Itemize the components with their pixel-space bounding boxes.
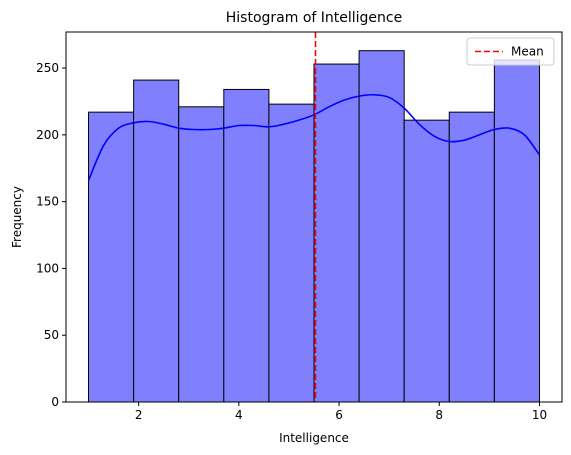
axes-frame <box>65 31 563 403</box>
histogram-bar <box>268 103 315 403</box>
x-tick-label: 8 <box>435 408 443 422</box>
x-tick-label: 10 <box>532 408 547 422</box>
histogram-bars <box>88 50 540 403</box>
y-tick-label: 200 <box>36 128 59 142</box>
y-tick-label: 0 <box>51 395 59 409</box>
histogram-bar <box>448 111 495 403</box>
y-tick-label: 50 <box>44 328 59 342</box>
y-tick-label: 150 <box>36 195 59 209</box>
legend: Mean <box>466 37 555 66</box>
histogram-bar <box>178 106 225 403</box>
x-tick-label: 2 <box>135 408 143 422</box>
histogram-bar <box>313 63 360 403</box>
axes <box>65 31 563 403</box>
histogram-bar <box>493 59 540 403</box>
y-ticks: 0 50 100 150 200 250 <box>36 61 66 409</box>
x-axis-label: Intelligence <box>279 431 349 445</box>
x-tick-label: 4 <box>235 408 243 422</box>
histogram-bar <box>133 79 180 403</box>
histogram-bar <box>358 50 405 403</box>
legend-mean-label: Mean <box>511 45 544 59</box>
kde-curve-group <box>87 93 541 181</box>
y-tick-label: 100 <box>36 261 59 275</box>
x-ticks: 2 4 6 8 10 <box>135 402 547 422</box>
x-tick-label: 6 <box>335 408 343 422</box>
legend-box <box>466 37 555 66</box>
histogram-bar <box>403 119 450 403</box>
kde-curve <box>87 93 541 181</box>
y-axis-label: Frequency <box>10 186 24 248</box>
chart-title: Histogram of Intelligence <box>226 10 402 26</box>
histogram-bar <box>88 111 135 403</box>
y-tick-label: 250 <box>36 61 59 75</box>
histogram-bar <box>223 88 270 403</box>
